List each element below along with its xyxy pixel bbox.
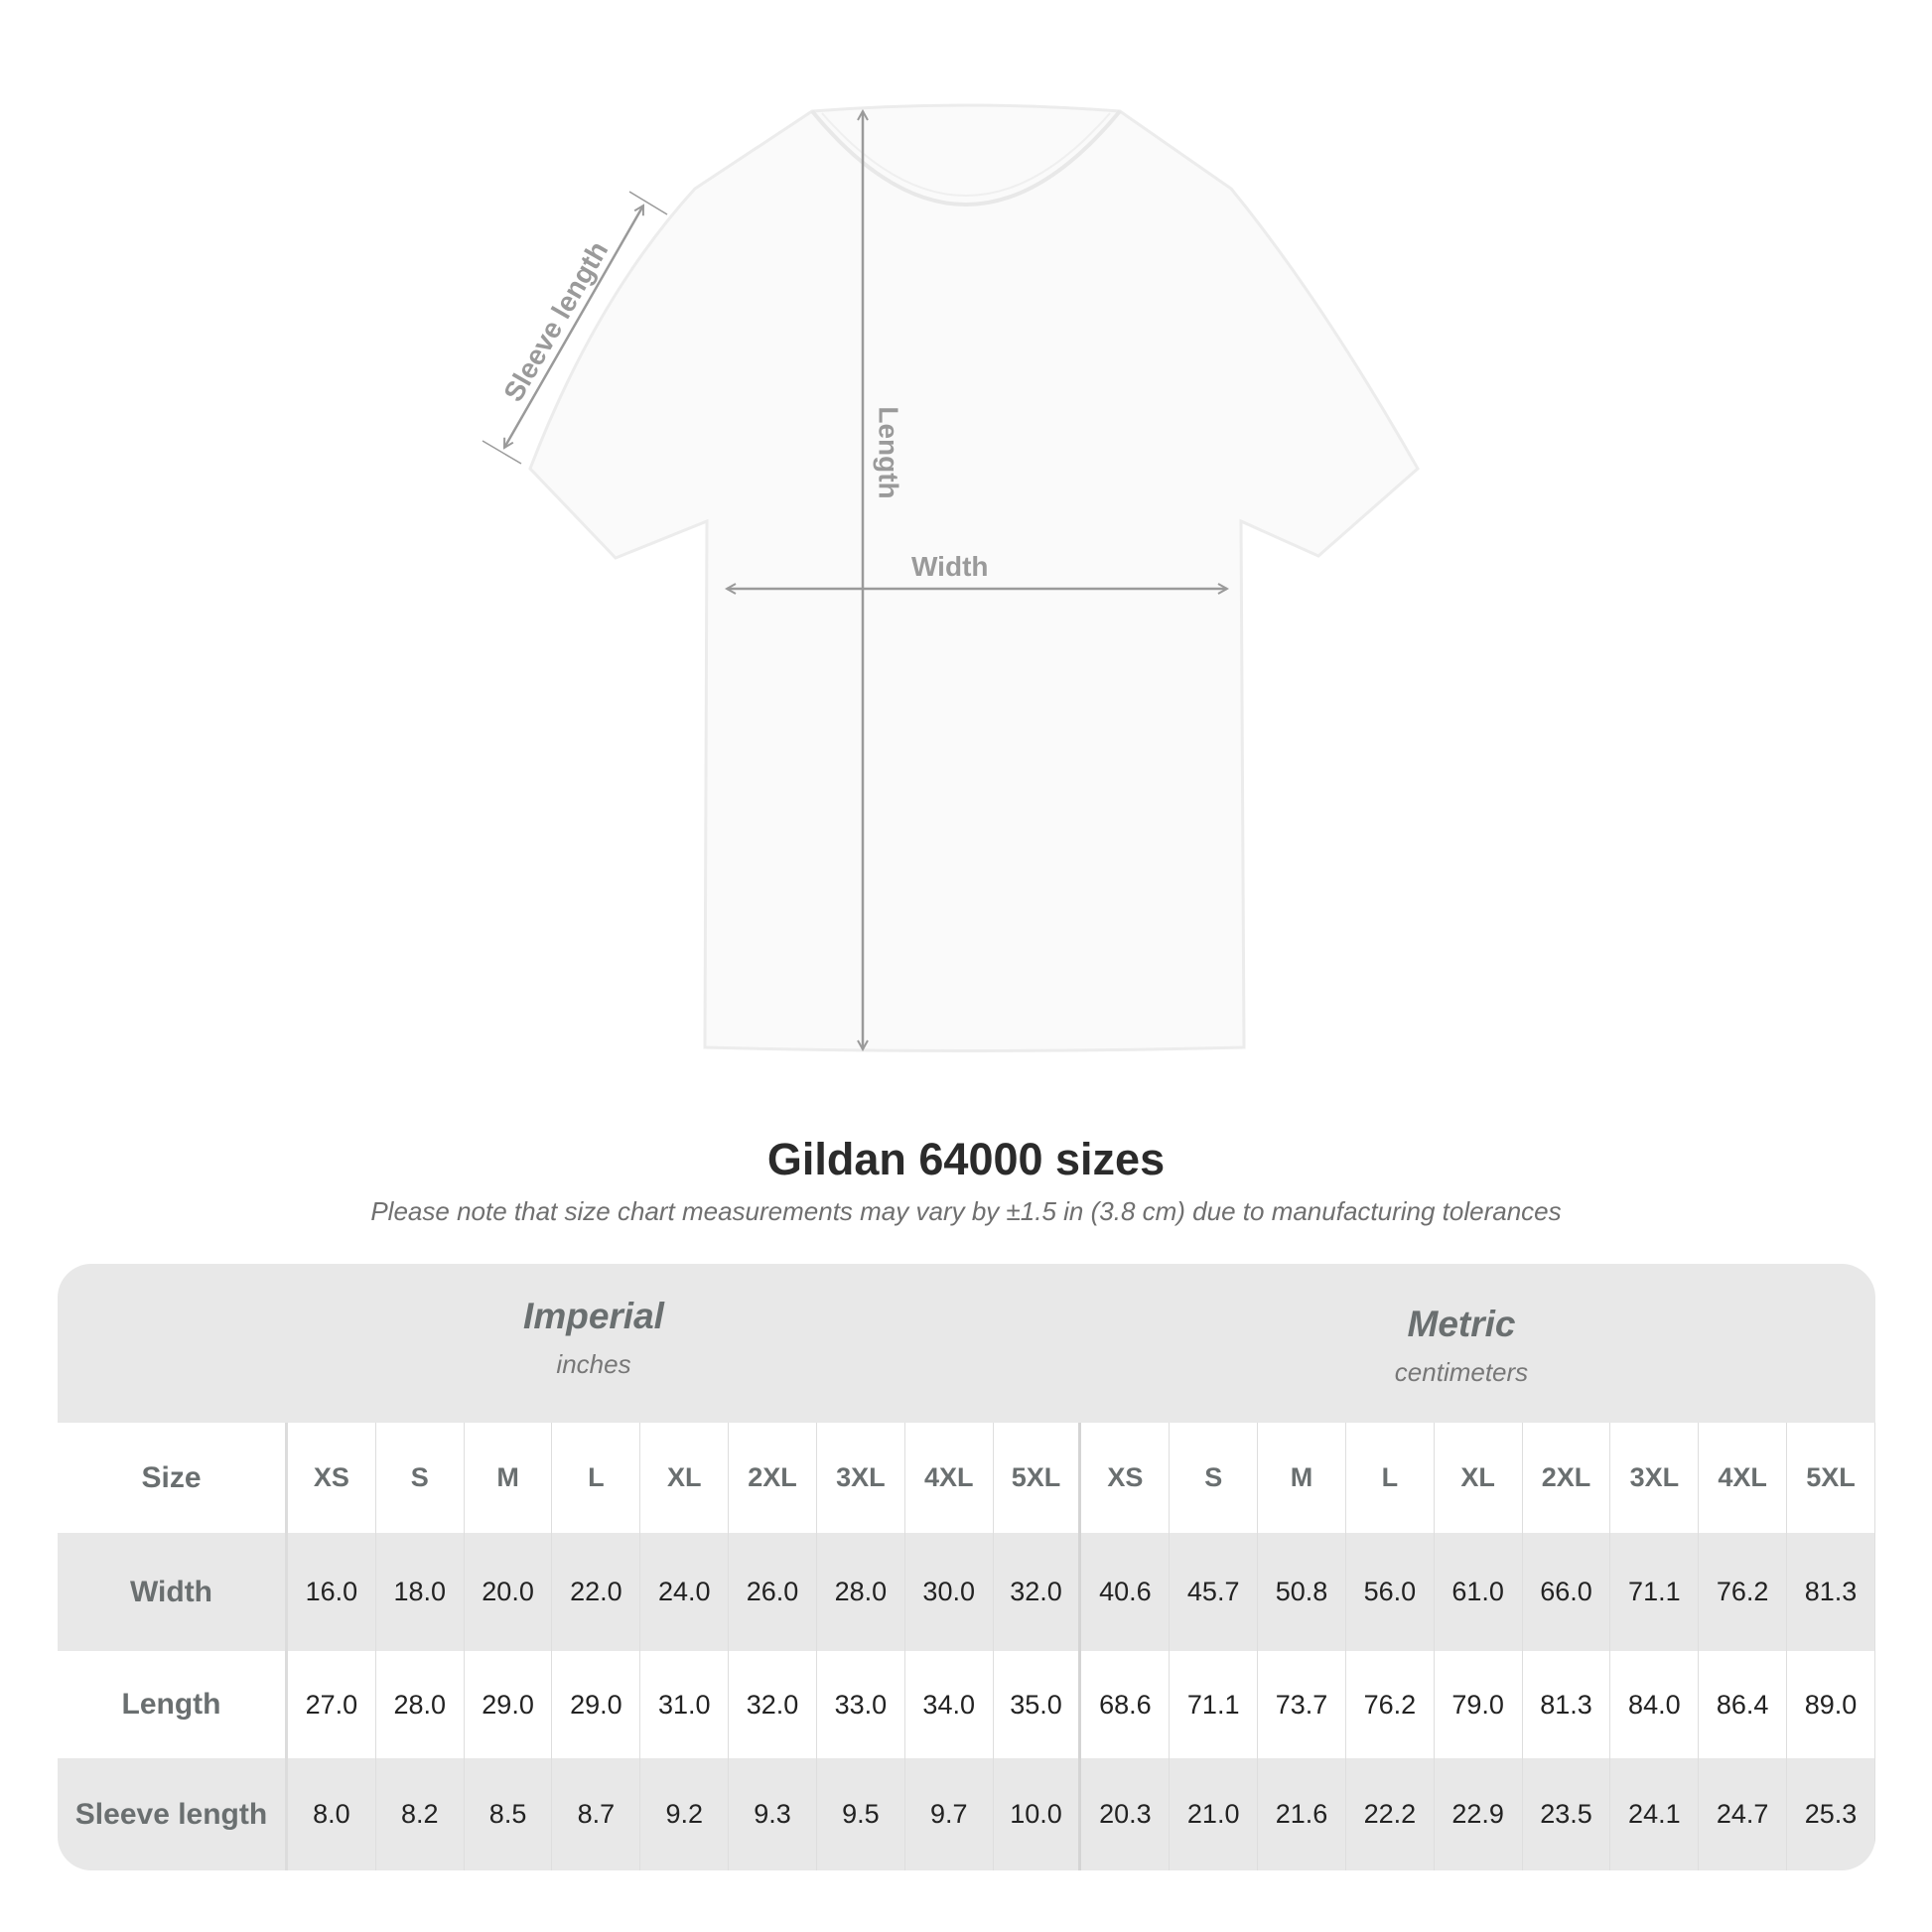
table-row-width: Width 16.0 18.0 20.0 22.0 24.0 26.0 28.0 30.0 32.… bbox=[58, 1533, 1875, 1651]
table-cell: 29.0 bbox=[552, 1651, 641, 1758]
size-header: Size bbox=[58, 1423, 288, 1533]
table-cell: 20.0 bbox=[465, 1533, 553, 1651]
table-cell: 56.0 bbox=[1346, 1533, 1435, 1651]
size-header-cell: 2XL bbox=[1523, 1423, 1611, 1533]
sleeve-arrow bbox=[502, 206, 645, 448]
table-cell: 22.9 bbox=[1435, 1758, 1523, 1870]
metric-title: Metric bbox=[1407, 1304, 1516, 1344]
table-cell: 68.6 bbox=[1081, 1651, 1171, 1758]
size-header-cell: 5XL bbox=[1787, 1423, 1875, 1533]
size-header-cell: 5XL bbox=[994, 1423, 1082, 1533]
table-row-sleeve-length: Sleeve length 8.0 8.2 8.5 8.7 9.2 9.3 9.5 9.7 10.… bbox=[58, 1758, 1875, 1870]
table-cell: 26.0 bbox=[729, 1533, 817, 1651]
table-cell: 61.0 bbox=[1435, 1533, 1523, 1651]
table-cell: 50.8 bbox=[1258, 1533, 1346, 1651]
unit-header-band bbox=[58, 1264, 1875, 1423]
size-header-cell: 3XL bbox=[1610, 1423, 1700, 1533]
table-cell: 24.7 bbox=[1699, 1758, 1788, 1870]
table-cell: 30.0 bbox=[905, 1533, 994, 1651]
imperial-unit: inches bbox=[556, 1349, 631, 1379]
row-label: Width bbox=[58, 1533, 288, 1651]
table-cell: 81.3 bbox=[1523, 1651, 1611, 1758]
table-cell: 18.0 bbox=[376, 1533, 465, 1651]
table-cell: 24.0 bbox=[640, 1533, 730, 1651]
size-header-cell: L bbox=[1346, 1423, 1435, 1533]
table-cell: 76.2 bbox=[1699, 1533, 1788, 1651]
metric-header: Metric centimeters bbox=[1164, 1304, 1759, 1388]
table-cell: 27.0 bbox=[288, 1651, 376, 1758]
table-cell: 40.6 bbox=[1081, 1533, 1171, 1651]
table-cell: 79.0 bbox=[1435, 1651, 1523, 1758]
table-cell: 8.7 bbox=[552, 1758, 641, 1870]
table-cell: 73.7 bbox=[1258, 1651, 1346, 1758]
table-cell: 21.6 bbox=[1258, 1758, 1346, 1870]
table-cell: 8.5 bbox=[465, 1758, 553, 1870]
table-cell: 35.0 bbox=[994, 1651, 1082, 1758]
width-label: Width bbox=[911, 551, 989, 582]
size-header-cell: XL bbox=[640, 1423, 730, 1533]
table-cell: 89.0 bbox=[1787, 1651, 1875, 1758]
size-header-cell: L bbox=[552, 1423, 641, 1533]
table-cell: 32.0 bbox=[994, 1533, 1082, 1651]
table-cell: 86.4 bbox=[1699, 1651, 1788, 1758]
collar bbox=[810, 109, 1122, 207]
table-cell: 9.5 bbox=[817, 1758, 905, 1870]
imperial-title: Imperial bbox=[523, 1296, 664, 1336]
table-cell: 21.0 bbox=[1170, 1758, 1259, 1870]
size-header-cell: S bbox=[1170, 1423, 1259, 1533]
table-cell: 34.0 bbox=[905, 1651, 994, 1758]
table-cell: 81.3 bbox=[1787, 1533, 1875, 1651]
table-cell: 10.0 bbox=[994, 1758, 1082, 1870]
table-cell: 33.0 bbox=[817, 1651, 905, 1758]
table-cell: 76.2 bbox=[1346, 1651, 1435, 1758]
table-cell: 9.7 bbox=[905, 1758, 994, 1870]
table-cell: 71.1 bbox=[1170, 1651, 1259, 1758]
imperial-header: Imperial inches bbox=[296, 1296, 892, 1380]
table-cell: 24.1 bbox=[1610, 1758, 1700, 1870]
table-cell: 28.0 bbox=[817, 1533, 905, 1651]
tshirt-diagram bbox=[482, 103, 1420, 1052]
size-header-cell: M bbox=[465, 1423, 553, 1533]
table-cell: 8.0 bbox=[288, 1758, 376, 1870]
table-cell: 71.1 bbox=[1610, 1533, 1700, 1651]
size-header-cell: XS bbox=[288, 1423, 376, 1533]
table-cell: 16.0 bbox=[288, 1533, 376, 1651]
size-table: Imperial inches Metric centimeters Size … bbox=[58, 1264, 1875, 1870]
size-header-cell: M bbox=[1258, 1423, 1346, 1533]
table-cell: 29.0 bbox=[465, 1651, 553, 1758]
table-cell: 9.3 bbox=[729, 1758, 817, 1870]
table-cell: 28.0 bbox=[376, 1651, 465, 1758]
table-cell: 31.0 bbox=[640, 1651, 730, 1758]
table-cell: 45.7 bbox=[1170, 1533, 1259, 1651]
size-header-cell: 3XL bbox=[817, 1423, 905, 1533]
size-header-cell: XS bbox=[1081, 1423, 1171, 1533]
table-cell: 23.5 bbox=[1523, 1758, 1611, 1870]
tolerance-note: Please note that size chart measurements… bbox=[370, 1196, 1562, 1226]
table-cell: 32.0 bbox=[729, 1651, 817, 1758]
table-cell: 84.0 bbox=[1610, 1651, 1700, 1758]
table-cell: 25.3 bbox=[1787, 1758, 1875, 1870]
size-header-cell: 4XL bbox=[905, 1423, 994, 1533]
length-label: Length bbox=[873, 406, 904, 499]
table-cell: 22.2 bbox=[1346, 1758, 1435, 1870]
size-row: Size XS S M L XL 2XL 3XL 4XL 5XL XS S M L XL 2XL 3XL 4XL… bbox=[58, 1423, 1875, 1533]
table-cell: 22.0 bbox=[552, 1533, 641, 1651]
table-cell: 20.3 bbox=[1081, 1758, 1171, 1870]
size-header-cell: 4XL bbox=[1699, 1423, 1788, 1533]
table-cell: 8.2 bbox=[376, 1758, 465, 1870]
size-header-cell: XL bbox=[1435, 1423, 1523, 1533]
table-cell: 9.2 bbox=[640, 1758, 730, 1870]
row-label: Length bbox=[58, 1651, 288, 1758]
table-cell: 66.0 bbox=[1523, 1533, 1611, 1651]
page-title: Gildan 64000 sizes bbox=[766, 1134, 1166, 1184]
table-row-length: Length 27.0 28.0 29.0 29.0 31.0 32.0 33.0 34.0 35… bbox=[58, 1651, 1875, 1758]
metric-unit: centimeters bbox=[1394, 1357, 1529, 1387]
row-label: Sleeve length bbox=[58, 1758, 288, 1870]
size-header-cell: S bbox=[376, 1423, 465, 1533]
size-header-cell: 2XL bbox=[729, 1423, 817, 1533]
